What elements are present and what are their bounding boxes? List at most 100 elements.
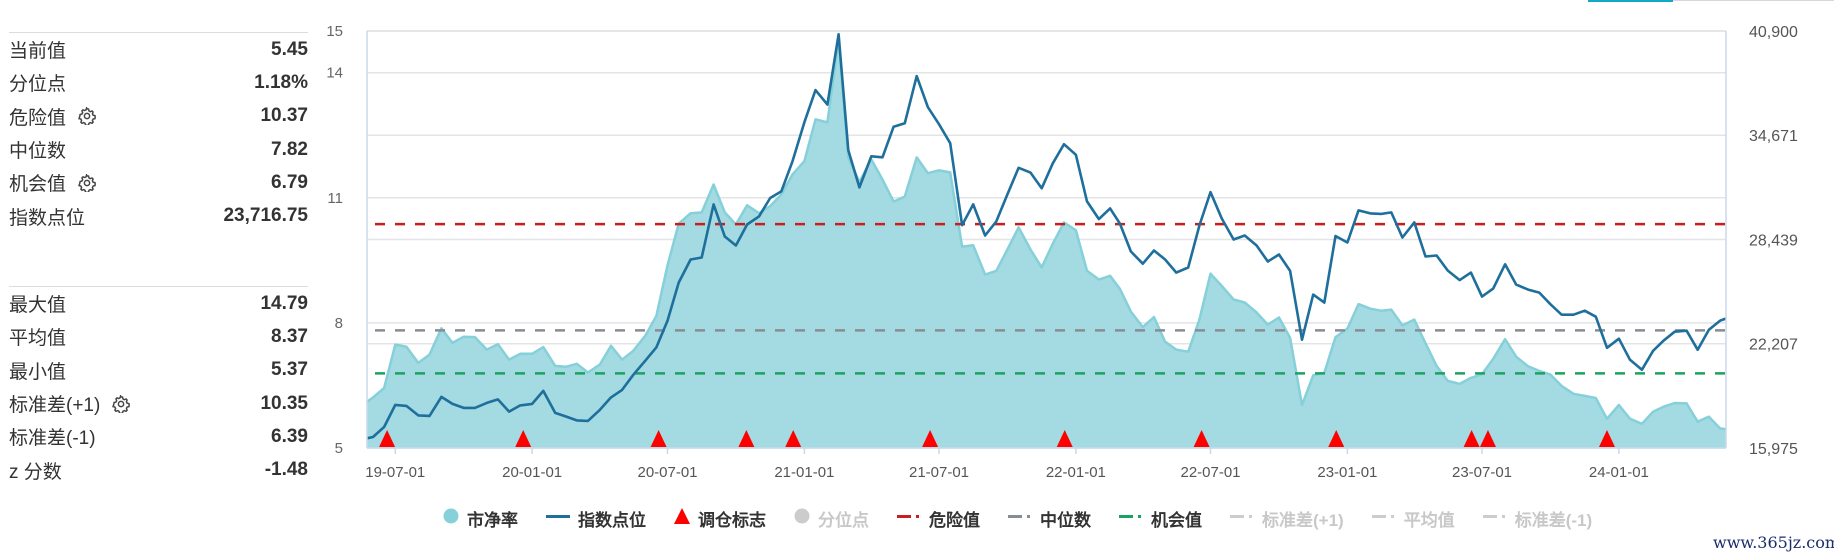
- stat-label: 机会值: [9, 174, 67, 196]
- stat-label: 指数点位: [9, 207, 86, 229]
- gear-icon[interactable]: [112, 393, 131, 414]
- legend-item[interactable]: 指数点位: [546, 506, 646, 531]
- stat-value: 7.82: [271, 138, 308, 160]
- line-icon: [546, 508, 570, 529]
- stats-panel-current: 当前值 5.45 分位点 1.18% 危险值 10.37 中位数 7.82 机会值 6.79 指数点…: [9, 32, 308, 233]
- x-tick-label: 21-07-01: [909, 464, 969, 481]
- x-tick-label: 19-07-01: [365, 464, 425, 481]
- stat-label-wrap: 最大值: [9, 290, 66, 317]
- right-tick-label: 28,439: [1749, 232, 1798, 249]
- stat-row: 标准差(-1) 6.39: [9, 420, 308, 453]
- stat-label-wrap: z 分数: [9, 457, 62, 484]
- rebalance-marker: [1193, 430, 1210, 447]
- stat-label: 平均值: [9, 328, 67, 350]
- stat-value: 1.18%: [254, 71, 308, 93]
- stats-panel-summary: 最大值 14.79 平均值 8.37 最小值 5.37 标准差(+1) 10.35 标准差(-1…: [9, 286, 308, 487]
- rebalance-marker: [650, 430, 667, 447]
- stat-value: 8.37: [271, 325, 308, 347]
- legend-item[interactable]: 分位点: [794, 506, 869, 531]
- rebalance-marker: [1479, 430, 1496, 447]
- x-tick-label: 22-07-01: [1180, 464, 1240, 481]
- stat-value: 5.45: [271, 38, 308, 60]
- pb-area: [367, 39, 1726, 449]
- right-tick-label: 40,900: [1749, 24, 1798, 41]
- legend-label: 平均值: [1403, 511, 1455, 530]
- left-tick-label: 14: [326, 65, 343, 82]
- stat-row: 中位数 7.82: [9, 133, 308, 166]
- right-tick-label: 34,671: [1749, 128, 1798, 145]
- legend-label: 标准差(+1): [1262, 511, 1344, 530]
- right-tick-label: 15,975: [1749, 441, 1798, 458]
- legend-item[interactable]: 调仓标志: [674, 506, 766, 531]
- stat-label-wrap: 标准差(+1): [9, 390, 131, 417]
- dash-line-icon: [1230, 508, 1254, 529]
- dash-line-icon: [897, 508, 921, 529]
- stat-label-wrap: 中位数: [9, 136, 66, 163]
- stat-value: 5.37: [271, 359, 308, 381]
- x-tick-label: 22-01-01: [1046, 464, 1106, 481]
- legend-item[interactable]: 标准差(+1): [1230, 506, 1344, 531]
- stat-value: -1.48: [264, 459, 308, 481]
- legend-item[interactable]: 市净率: [443, 506, 518, 531]
- rebalance-marker: [515, 430, 532, 447]
- stat-row: 机会值 6.79: [9, 166, 308, 199]
- legend-label: 市净率: [467, 511, 518, 530]
- dash-line-icon: [1008, 508, 1032, 529]
- legend-label: 中位数: [1040, 511, 1091, 530]
- legend-item[interactable]: 标准差(-1): [1482, 506, 1592, 531]
- stat-row: 标准差(+1) 10.35: [9, 387, 308, 420]
- stat-label-wrap: 分位点: [9, 69, 66, 96]
- legend-item[interactable]: 机会值: [1119, 506, 1202, 531]
- legend-label: 机会值: [1151, 511, 1202, 530]
- x-tick-label: 23-07-01: [1452, 464, 1512, 481]
- legend-label: 危险值: [929, 511, 980, 530]
- stat-label: 最小值: [9, 361, 67, 383]
- stat-label: 当前值: [9, 41, 67, 63]
- stat-row: 分位点 1.18%: [9, 66, 308, 99]
- stat-label: 标准差(+1): [9, 395, 101, 417]
- rebalance-marker: [1598, 430, 1615, 447]
- watermark: www.365jz.com: [1713, 533, 1834, 552]
- circle-icon: [794, 508, 810, 529]
- rebalance-marker: [738, 430, 755, 447]
- stat-value: 10.35: [260, 392, 308, 414]
- stat-label-wrap: 指数点位: [9, 203, 85, 230]
- stat-label: 最大值: [9, 295, 67, 317]
- stat-label: 标准差(-1): [9, 428, 96, 450]
- stat-label: z 分数: [9, 461, 62, 483]
- legend-item[interactable]: 平均值: [1371, 506, 1455, 531]
- stat-value: 10.37: [260, 105, 308, 127]
- left-tick-label: 15: [326, 23, 343, 40]
- x-tick-label: 23-01-01: [1317, 464, 1377, 481]
- stat-value: 6.39: [271, 425, 308, 447]
- triangle-icon: [674, 508, 690, 529]
- rebalance-marker: [785, 430, 802, 447]
- x-tick-label: 20-07-01: [637, 464, 697, 481]
- stat-value: 23,716.75: [223, 205, 308, 227]
- dash-line-icon: [1371, 508, 1396, 529]
- active-tab-indicator[interactable]: [1588, 0, 1673, 2]
- legend-item[interactable]: 危险值: [897, 506, 980, 531]
- rebalance-marker: [1056, 430, 1073, 447]
- stat-row: 危险值 10.37: [9, 100, 308, 133]
- stat-row: 当前值 5.45: [9, 33, 308, 66]
- x-tick-label: 20-01-01: [502, 464, 562, 481]
- stat-value: 6.79: [271, 171, 308, 193]
- rebalance-marker: [922, 430, 939, 447]
- left-tick-label: 8: [335, 315, 343, 332]
- index-line: [366, 33, 1727, 440]
- dash-line-icon: [1119, 508, 1143, 529]
- stat-label: 分位点: [9, 74, 67, 96]
- stat-label-wrap: 平均值: [9, 323, 66, 350]
- legend-item[interactable]: 中位数: [1008, 506, 1091, 531]
- stat-label-wrap: 机会值: [9, 169, 96, 196]
- rebalance-marker: [379, 430, 396, 447]
- tab-bar-divider: [1673, 0, 1834, 1]
- stat-row: 最小值 5.37: [9, 354, 308, 387]
- stat-label: 中位数: [9, 141, 67, 163]
- left-tick-label: 11: [327, 190, 343, 207]
- x-tick-label: 21-01-01: [774, 464, 834, 481]
- x-tick-label: 24-01-01: [1589, 464, 1649, 481]
- stat-label-wrap: 当前值: [9, 36, 66, 63]
- stat-row: z 分数 -1.48: [9, 453, 308, 486]
